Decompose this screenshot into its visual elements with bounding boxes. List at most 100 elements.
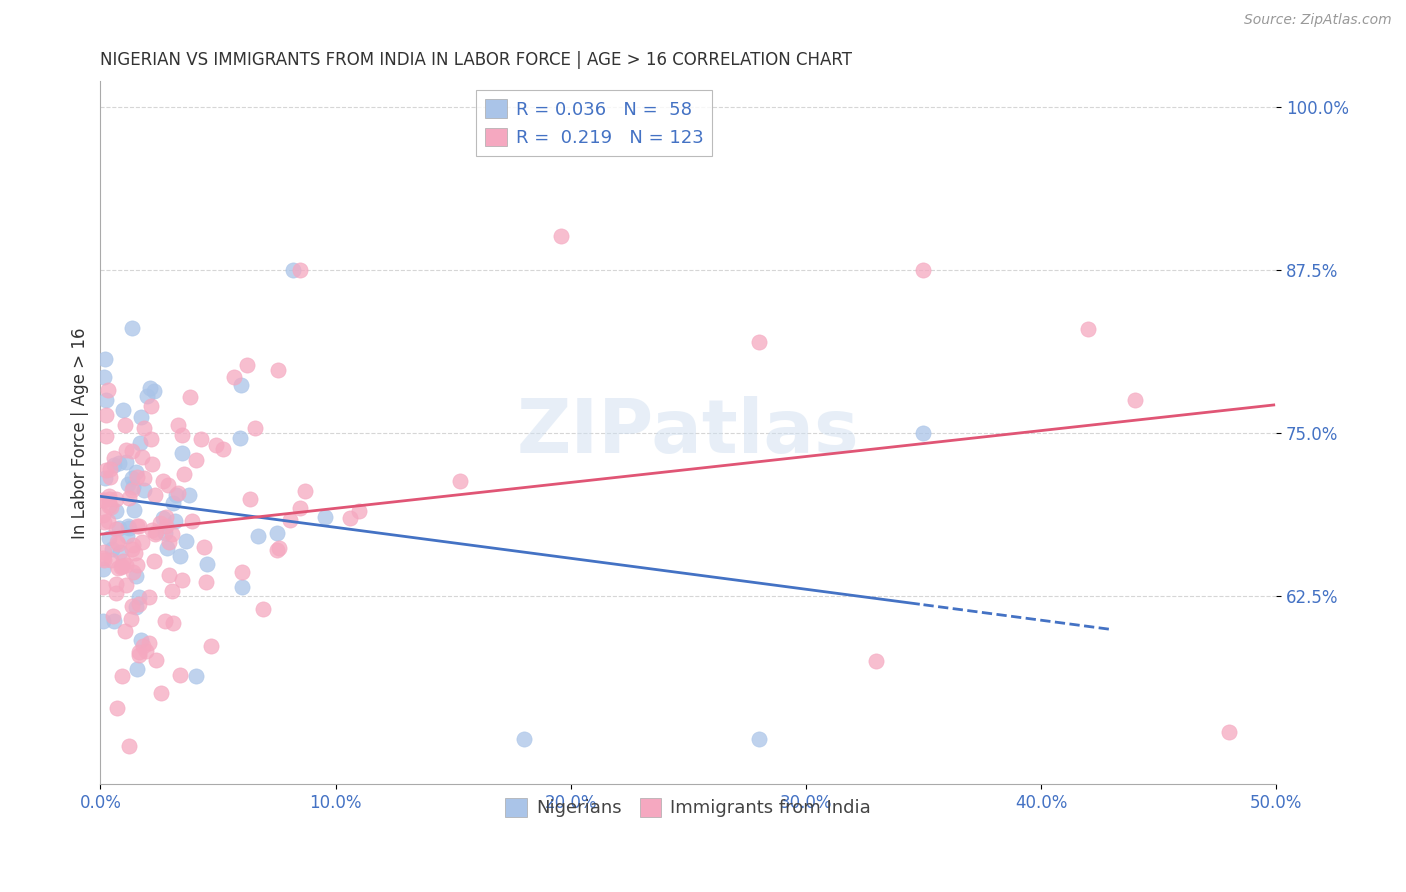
Point: [97, 514, 120, 528]
Point: [181, 514, 204, 528]
Point: [278, 513, 301, 527]
Point: [110, 545, 132, 559]
Point: [269, 541, 291, 555]
Point: [228, 431, 250, 445]
Point: [193, 540, 215, 554]
Point: [105, 701, 128, 715]
Point: [155, 510, 177, 524]
Point: [165, 488, 187, 502]
Point: [231, 377, 253, 392]
Point: [166, 486, 188, 500]
Point: [97, 491, 120, 506]
Point: [157, 568, 180, 582]
Point: [104, 492, 127, 507]
Point: [912, 425, 935, 440]
Point: [91, 508, 114, 523]
Point: [143, 527, 166, 541]
Text: ZIPatlas: ZIPatlas: [517, 396, 859, 469]
Point: [231, 580, 253, 594]
Point: [121, 471, 143, 485]
Point: [107, 537, 129, 551]
Point: [115, 443, 138, 458]
Point: [128, 648, 150, 663]
Point: [143, 384, 166, 398]
Point: [173, 467, 195, 481]
Point: [125, 518, 148, 533]
Point: [107, 561, 129, 575]
Point: [100, 500, 122, 515]
Point: [176, 533, 198, 548]
Point: [205, 438, 228, 452]
Point: [101, 542, 124, 557]
Point: [91, 562, 114, 576]
Point: [111, 559, 134, 574]
Point: [239, 491, 262, 506]
Point: [121, 599, 143, 613]
Point: [100, 553, 122, 567]
Text: Source: ZipAtlas.com: Source: ZipAtlas.com: [1244, 13, 1392, 28]
Point: [160, 583, 183, 598]
Point: [141, 432, 163, 446]
Point: [111, 669, 134, 683]
Point: [103, 614, 125, 628]
Point: [152, 474, 174, 488]
Point: [252, 602, 274, 616]
Point: [129, 632, 152, 647]
Point: [243, 421, 266, 435]
Legend: Nigerians, Immigrants from India: Nigerians, Immigrants from India: [498, 791, 879, 824]
Point: [162, 496, 184, 510]
Point: [97, 532, 120, 546]
Point: [115, 455, 138, 469]
Point: [190, 433, 212, 447]
Point: [170, 446, 193, 460]
Point: [156, 478, 179, 492]
Point: [153, 615, 176, 629]
Point: [349, 504, 371, 518]
Point: [100, 470, 122, 484]
Point: [91, 551, 114, 566]
Point: [184, 669, 207, 683]
Point: [96, 429, 118, 443]
Point: [748, 731, 770, 746]
Point: [110, 560, 132, 574]
Point: [91, 614, 114, 628]
Point: [550, 229, 572, 244]
Point: [141, 523, 163, 537]
Point: [91, 581, 114, 595]
Y-axis label: In Labor Force | Age > 16: In Labor Force | Age > 16: [72, 327, 89, 539]
Point: [114, 417, 136, 432]
Point: [149, 686, 172, 700]
Point: [138, 590, 160, 604]
Point: [169, 549, 191, 563]
Point: [108, 456, 131, 470]
Point: [115, 578, 138, 592]
Point: [139, 399, 162, 413]
Point: [290, 263, 312, 277]
Point: [105, 577, 128, 591]
Text: NIGERIAN VS IMMIGRANTS FROM INDIA IN LABOR FORCE | AGE > 16 CORRELATION CHART: NIGERIAN VS IMMIGRANTS FROM INDIA IN LAB…: [100, 51, 852, 69]
Point: [166, 418, 188, 433]
Point: [125, 465, 148, 479]
Point: [143, 488, 166, 502]
Point: [1218, 725, 1240, 739]
Point: [211, 442, 233, 456]
Point: [98, 500, 121, 514]
Point: [288, 500, 311, 515]
Point: [139, 381, 162, 395]
Point: [122, 480, 145, 494]
Point: [93, 515, 115, 529]
Point: [125, 469, 148, 483]
Point: [145, 524, 167, 539]
Point: [128, 645, 150, 659]
Point: [162, 526, 184, 541]
Point: [339, 511, 361, 525]
Point: [135, 644, 157, 658]
Point: [1077, 322, 1099, 336]
Point: [98, 462, 121, 476]
Point: [283, 263, 305, 277]
Point: [266, 526, 288, 541]
Point: [141, 457, 163, 471]
Point: [121, 444, 143, 458]
Point: [266, 543, 288, 558]
Point: [127, 662, 149, 676]
